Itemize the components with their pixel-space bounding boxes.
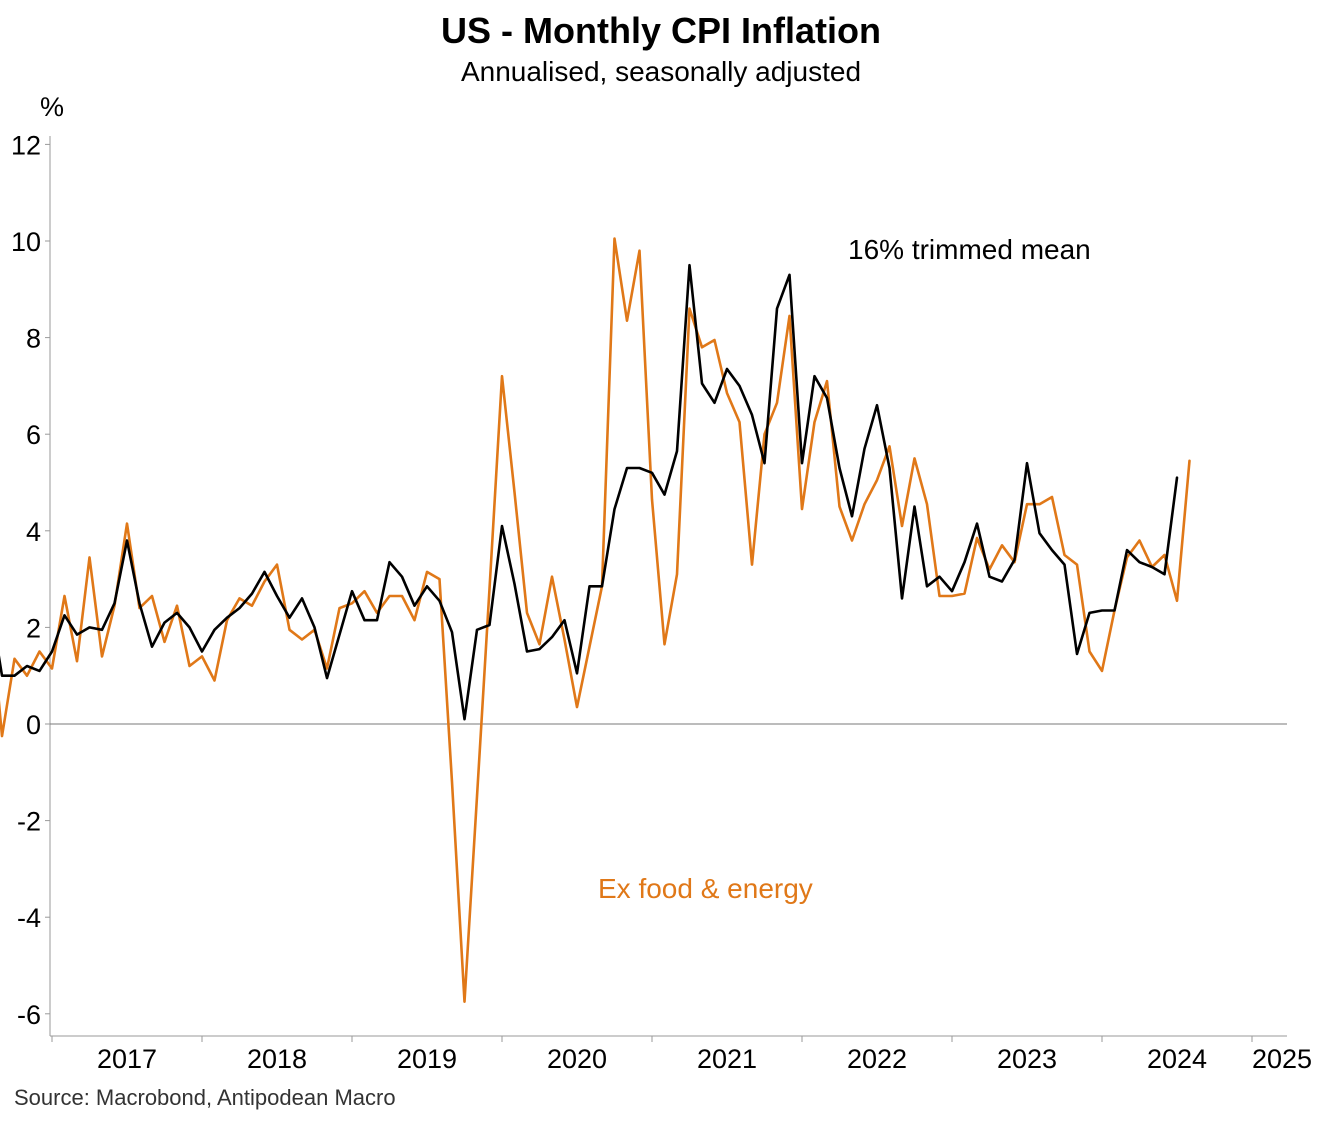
y-tick-label: 4	[26, 517, 41, 547]
chart-subtitle: Annualised, seasonally adjusted	[461, 56, 861, 87]
axes	[49, 136, 1287, 1037]
y-tick-label: -2	[17, 807, 41, 837]
x-tick-label: 2020	[547, 1044, 607, 1074]
x-tick-label: 2024	[1147, 1044, 1207, 1074]
x-tick-label: 2022	[847, 1044, 907, 1074]
y-tick-label: 8	[26, 324, 41, 354]
y-tick-label: 6	[26, 420, 41, 450]
chart-title: US - Monthly CPI Inflation	[441, 10, 881, 51]
series-line-trimmed-mean	[0, 263, 1179, 721]
x-tick-label: 2021	[697, 1044, 757, 1074]
y-tick-label: 10	[11, 227, 41, 257]
x-tick-label: 2017	[97, 1044, 157, 1074]
x-tick-label: 2018	[247, 1044, 307, 1074]
series-line-ex-food-energy	[0, 237, 1191, 1004]
y-tick-label: -4	[17, 903, 41, 933]
y-tick-label: 0	[26, 710, 41, 740]
y-tick-label: 12	[11, 130, 41, 160]
source-note: Source: Macrobond, Antipodean Macro	[14, 1085, 396, 1110]
y-axis-unit-label: %	[40, 92, 64, 122]
x-tick-label: 2019	[397, 1044, 457, 1074]
x-tick-label: 2023	[997, 1044, 1057, 1074]
y-tick-label: -6	[17, 1000, 41, 1030]
y-tick-label: 2	[26, 613, 41, 643]
y-axis-ticks: 12 10 8 6 4 2 0 -2 -4 -6	[11, 130, 50, 1030]
annotation-ex-food-energy: Ex food & energy	[598, 873, 813, 904]
series-layer	[0, 237, 1191, 1004]
x-axis-ticks: 2017 2018 2019 2020 2021 2022 2023 2024 2025	[51, 1036, 1312, 1074]
annotation-trimmed-mean: 16% trimmed mean	[848, 234, 1091, 265]
x-tick-label: 2025	[1252, 1044, 1312, 1074]
